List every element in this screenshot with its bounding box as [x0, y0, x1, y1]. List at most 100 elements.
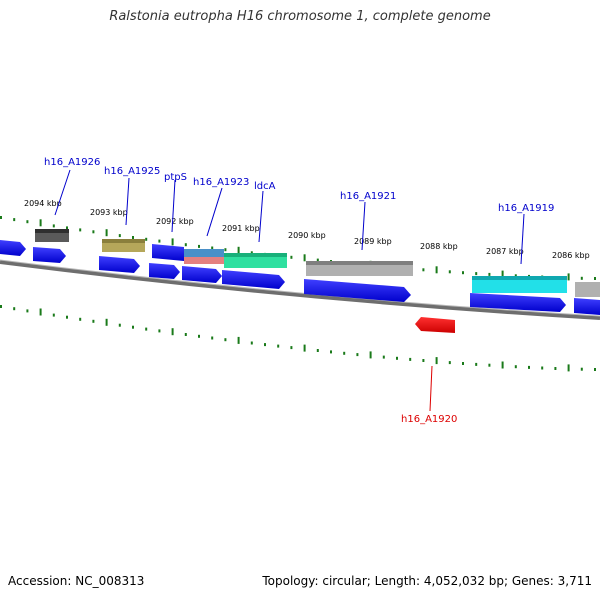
minor-tick	[528, 365, 530, 369]
cds-arrow[interactable]	[182, 266, 222, 283]
major-tick	[567, 273, 570, 281]
major-tick	[237, 246, 240, 254]
minor-tick	[475, 272, 478, 276]
accession-text: Accession: NC_008313	[8, 574, 145, 588]
cds-arrow[interactable]	[99, 256, 140, 273]
minor-tick	[92, 230, 95, 234]
minor-tick	[409, 357, 412, 361]
leader-line	[520, 213, 525, 265]
gene-leader-lines	[54, 169, 525, 265]
map-title: Ralstonia eutropha H16 chromosome 1, com…	[109, 9, 491, 24]
feature-bar[interactable]	[184, 257, 224, 264]
gene-label[interactable]: h16_A1919	[498, 203, 554, 214]
gene-label[interactable]: ldcA	[254, 181, 276, 192]
cds-arrow[interactable]	[0, 240, 26, 256]
minor-tick	[92, 319, 95, 323]
minor-tick	[448, 361, 451, 365]
major-tick	[171, 238, 174, 246]
leader-line	[171, 179, 176, 233]
minor-tick	[448, 270, 451, 274]
major-tick	[105, 229, 108, 237]
minor-tick	[316, 258, 319, 262]
ruler-label: 2094 kbp	[24, 199, 62, 208]
minor-tick	[580, 276, 583, 280]
major-tick	[303, 344, 306, 352]
minor-tick	[396, 356, 398, 360]
major-tick	[303, 254, 306, 262]
ruler-label: 2086 kbp	[552, 251, 590, 260]
cds-track-forward	[0, 240, 600, 315]
gene-label[interactable]: h16_A1923	[193, 177, 249, 188]
cds-arrow-reverse[interactable]	[415, 317, 455, 333]
feature-bar[interactable]	[184, 249, 224, 257]
gene-label[interactable]: ptpS	[164, 172, 187, 183]
minor-tick	[475, 362, 478, 366]
minor-tick	[0, 305, 2, 308]
minor-tick	[211, 336, 214, 340]
minor-tick	[290, 346, 293, 350]
feature-bar-edge	[224, 253, 287, 257]
minor-tick	[66, 315, 68, 319]
cds-arrow[interactable]	[304, 279, 411, 302]
feature-bar-edge	[306, 261, 413, 265]
minor-tick	[79, 228, 82, 232]
gene-label[interactable]: h16_A1926	[44, 157, 100, 168]
minor-tick	[145, 327, 148, 331]
minor-tick	[158, 329, 161, 333]
leader-line	[125, 177, 130, 226]
minor-tick	[184, 333, 187, 336]
cds-arrow[interactable]	[470, 293, 566, 312]
cds-arrow[interactable]	[149, 263, 180, 279]
minor-tick	[158, 239, 161, 243]
leader-line	[361, 201, 366, 251]
minor-tick	[330, 350, 332, 354]
minor-tick	[224, 338, 227, 342]
feature-bar[interactable]	[472, 276, 567, 293]
minor-tick	[224, 248, 227, 252]
cds-arrow[interactable]	[222, 270, 285, 289]
gene-label[interactable]: h16_A1920	[401, 414, 457, 425]
minor-tick	[250, 251, 253, 255]
minor-tick	[13, 307, 16, 311]
ruler-label: 2093 kbp	[90, 208, 128, 217]
minor-tick	[0, 216, 2, 219]
feature-bar[interactable]	[575, 282, 600, 297]
gene-label[interactable]: h16_A1921	[340, 191, 396, 202]
major-tick	[105, 318, 108, 326]
ruler-label: 2091 kbp	[222, 224, 260, 233]
inner-tick-ring	[0, 305, 596, 372]
major-tick	[39, 219, 42, 227]
feature-track	[35, 229, 600, 297]
topology-text: Topology: circular; Length: 4,052,032 bp…	[262, 574, 592, 588]
minor-tick	[277, 344, 280, 348]
genome-backbone-highlight	[0, 259, 600, 317]
cds-arrow[interactable]	[33, 247, 66, 263]
leader-line-red	[429, 365, 433, 412]
minor-tick	[52, 224, 55, 228]
feature-bar-edge	[35, 229, 69, 233]
gene-label[interactable]: h16_A1925	[104, 166, 160, 177]
major-tick	[39, 308, 42, 316]
minor-tick	[514, 365, 517, 369]
minor-tick	[541, 366, 544, 370]
major-tick	[435, 357, 438, 365]
major-tick	[171, 328, 174, 336]
minor-tick	[132, 325, 134, 329]
minor-tick	[264, 343, 266, 347]
minor-tick	[250, 341, 253, 345]
minor-tick	[145, 237, 148, 241]
major-tick	[435, 266, 438, 274]
cds-arrow[interactable]	[574, 298, 600, 315]
cds-arrow[interactable]	[152, 244, 184, 261]
ruler-label: 2092 kbp	[156, 217, 194, 226]
minor-tick	[211, 246, 214, 250]
minor-tick	[79, 317, 82, 321]
major-tick	[501, 270, 504, 278]
minor-tick	[66, 226, 68, 230]
minor-tick	[554, 367, 557, 370]
feature-bar-edge	[472, 276, 567, 280]
minor-tick	[118, 234, 121, 238]
minor-tick	[13, 218, 16, 222]
minor-tick	[382, 355, 385, 359]
